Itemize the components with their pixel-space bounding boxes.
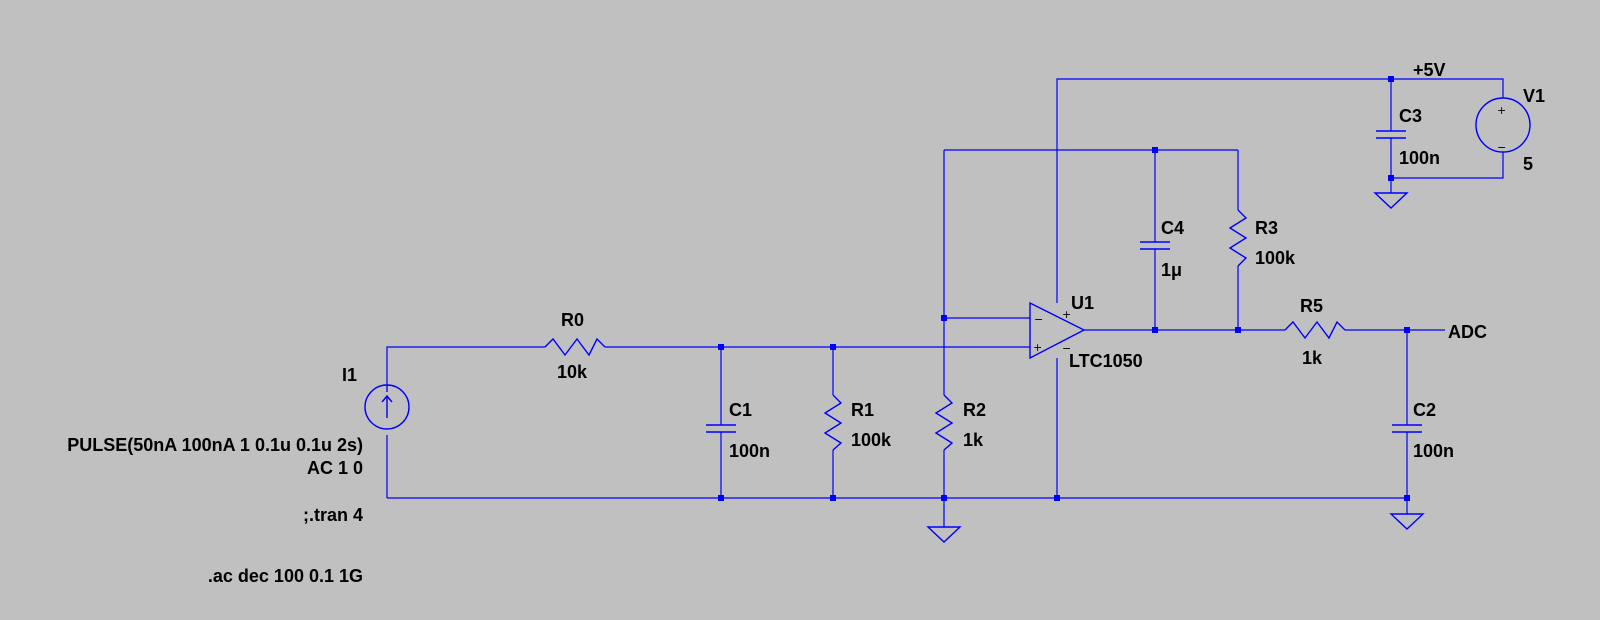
capacitor-c4[interactable] [1140, 241, 1170, 250]
junction-dot [941, 495, 947, 501]
capacitor-c3[interactable] [1376, 130, 1406, 139]
i1-name: I1 [342, 365, 357, 385]
wires [386, 78, 1504, 527]
junction-dot [830, 344, 836, 350]
voltage-minus-sign: − [1497, 141, 1506, 154]
c2-name: C2 [1413, 400, 1436, 420]
directive-ac[interactable]: .ac dec 100 0.1 1G [208, 566, 363, 586]
junction-dot [830, 495, 836, 501]
capacitor-c1[interactable] [706, 424, 736, 433]
r2-name: R2 [963, 400, 986, 420]
r1-value: 100k [851, 430, 892, 450]
net-label-supply: +5V [1413, 60, 1446, 80]
r0-value: 10k [557, 362, 588, 382]
resistor-r0-zigzag [544, 337, 606, 357]
u1-value: LTC1050 [1069, 351, 1143, 371]
junction-nodes [718, 76, 1410, 501]
r5-name: R5 [1300, 296, 1323, 316]
junction-dot [718, 495, 724, 501]
ground-icon [1389, 513, 1425, 530]
resistor-r1-zigzag [823, 394, 843, 451]
ground-icon [1373, 192, 1409, 209]
resistor-r5-zigzag [1284, 320, 1346, 340]
resistor-r5[interactable] [1284, 320, 1346, 340]
u1-name: U1 [1071, 293, 1094, 313]
i1-value-line1: PULSE(50nA 100nA 1 0.1u 0.1u 2s) [67, 435, 363, 455]
opamp-minus-sign: − [1034, 313, 1043, 326]
opamp-vplus-sign: + [1062, 308, 1071, 321]
c4-value: 1μ [1161, 260, 1182, 280]
junction-dot [1235, 327, 1241, 333]
resistor-r0[interactable] [544, 337, 606, 357]
r0-name: R0 [561, 310, 584, 330]
capacitor-c2[interactable] [1392, 424, 1422, 433]
junction-dot [1152, 147, 1158, 153]
c1-value: 100n [729, 441, 770, 461]
r3-name: R3 [1255, 218, 1278, 238]
v1-name: V1 [1523, 86, 1545, 106]
v1-value: 5 [1523, 154, 1533, 174]
spice-directives: ;.tran 4 .ac dec 100 0.1 1G [208, 505, 363, 586]
junction-dot [718, 344, 724, 350]
junction-dot [1152, 327, 1158, 333]
opamp-vminus-sign: − [1062, 342, 1071, 355]
voltage-source-v1[interactable]: + − [1475, 95, 1531, 155]
r2-value: 1k [963, 430, 984, 450]
junction-dot [1404, 327, 1410, 333]
c1-name: C1 [729, 400, 752, 420]
current-source-i1[interactable] [364, 384, 410, 430]
c2-value: 100n [1413, 441, 1454, 461]
net-label-output: ADC [1448, 322, 1487, 342]
resistor-r1[interactable] [823, 394, 843, 451]
wire-i1-r0 [386, 346, 545, 392]
junction-dot [941, 315, 947, 321]
voltage-plus-sign: + [1497, 104, 1506, 117]
opamp-u1[interactable]: − + + − [1029, 301, 1086, 360]
ground-icon [926, 526, 962, 543]
r1-name: R1 [851, 400, 874, 420]
resistor-r2-zigzag [934, 394, 954, 451]
resistor-r3[interactable] [1228, 209, 1248, 267]
resistor-r3-zigzag [1228, 209, 1248, 267]
junction-dot [1388, 175, 1394, 181]
c4-name: C4 [1161, 218, 1184, 238]
current-arrow-head-icon [381, 394, 393, 403]
ground-symbols [926, 192, 1425, 543]
wire-opamp-supply [1056, 78, 1504, 303]
r3-value: 100k [1255, 248, 1296, 268]
junction-dot [1054, 495, 1060, 501]
opamp-plus-sign: + [1033, 341, 1042, 354]
resistor-r2[interactable] [934, 394, 954, 451]
opamp-triangle [1029, 301, 1086, 360]
wire-v1-return [1391, 155, 1504, 179]
directive-tran[interactable]: ;.tran 4 [303, 505, 363, 525]
junction-dot [1404, 495, 1410, 501]
junction-dot [1388, 76, 1394, 82]
component-labels: I1 PULSE(50nA 100nA 1 0.1u 0.1u 2s) AC 1… [67, 60, 1545, 478]
i1-value-line2: AC 1 0 [307, 458, 363, 478]
c3-name: C3 [1399, 106, 1422, 126]
c3-value: 100n [1399, 148, 1440, 168]
r5-value: 1k [1302, 348, 1323, 368]
